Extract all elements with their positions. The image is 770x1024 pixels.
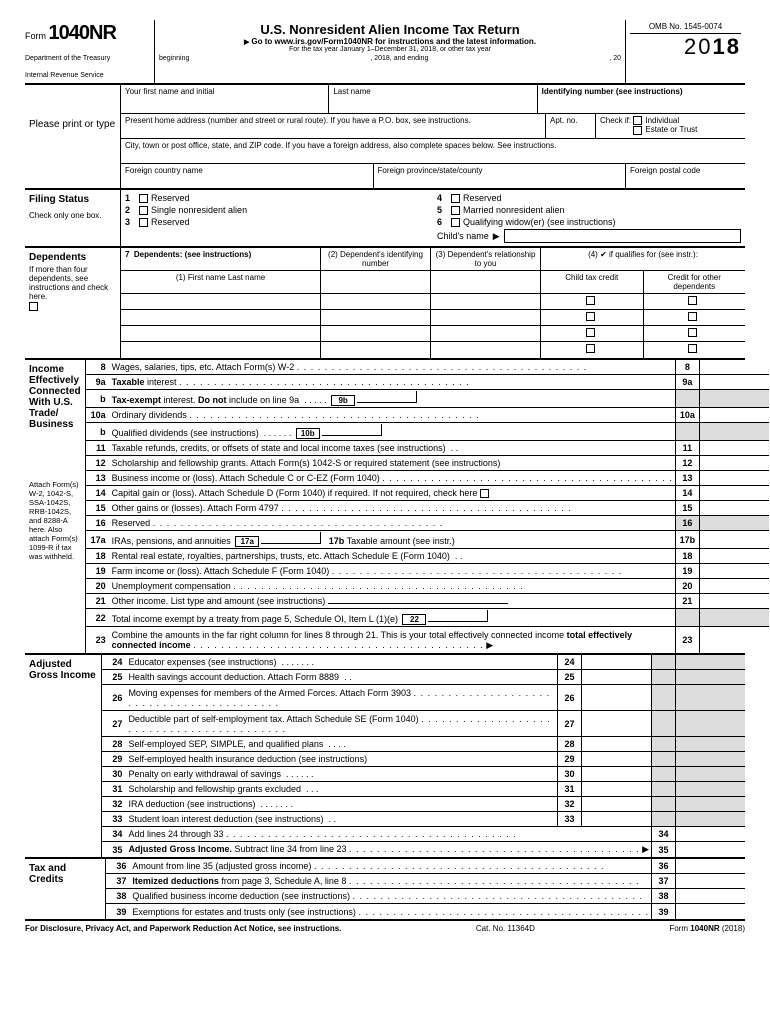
- line-28-amt[interactable]: [581, 737, 651, 751]
- line-26-amt[interactable]: [581, 685, 651, 710]
- id-number-field[interactable]: Identifying number (see instructions): [537, 85, 745, 113]
- catalog-number: Cat. No. 11364D: [476, 924, 535, 933]
- line-20-amt[interactable]: [699, 579, 769, 593]
- disclosure-text: For Disclosure, Privacy Act, and Paperwo…: [25, 924, 341, 933]
- line-33-amt[interactable]: [581, 812, 651, 826]
- beginning-label: beginning: [159, 55, 189, 62]
- dep-row-3[interactable]: [120, 326, 745, 342]
- print-type-label: Please print or type: [25, 85, 120, 188]
- form-title: U.S. Nonresident Alien Income Tax Return: [159, 22, 621, 37]
- line-27-amt[interactable]: [581, 711, 651, 736]
- foreign-province-field[interactable]: Foreign province/state/county: [373, 164, 626, 188]
- line-19-amt[interactable]: [699, 564, 769, 578]
- dept-line1: Department of the Treasury: [25, 55, 150, 62]
- line-24-amt[interactable]: [581, 655, 651, 669]
- filing-status-section: Filing Status Check only one box. 1Reser…: [25, 190, 745, 248]
- line-14-checkbox[interactable]: [480, 489, 489, 498]
- line-10a-amt[interactable]: [699, 408, 769, 422]
- income-attach: Attach Form(s) W-2, 1042-S, SSA-1042S, R…: [29, 480, 81, 561]
- omb-number: OMB No. 1545-0074: [630, 22, 741, 34]
- form-number: 1040NR: [49, 22, 116, 44]
- form-ref: Form 1040NR (2018): [669, 924, 745, 933]
- line-38-amt[interactable]: [675, 889, 745, 903]
- agi-title: Adjusted Gross Income: [29, 659, 96, 681]
- line-34-amt[interactable]: [675, 827, 745, 841]
- form-header: Form 1040NR Department of the Treasury I…: [25, 20, 745, 85]
- line-36-amt[interactable]: [675, 859, 745, 873]
- check-if-box: Check if: Individual Check if: Estate or…: [595, 114, 745, 138]
- tax-title: Tax and Credits: [29, 863, 66, 885]
- line-22-amt[interactable]: [428, 610, 488, 622]
- income-title: Income Effectively Connected With U.S. T…: [29, 364, 81, 430]
- line-9a-amt[interactable]: [699, 375, 769, 389]
- line-23-amt[interactable]: [699, 627, 769, 653]
- dependents-title: Dependents: [29, 252, 86, 263]
- apt-field[interactable]: Apt. no.: [545, 114, 595, 138]
- income-section: Income Effectively Connected With U.S. T…: [25, 360, 745, 655]
- dep-row-1[interactable]: [120, 294, 745, 310]
- fs-4-checkbox[interactable]: [451, 194, 460, 203]
- line-29-amt[interactable]: [581, 752, 651, 766]
- agi-section: Adjusted Gross Income 24Educator expense…: [25, 655, 745, 859]
- line-15-amt[interactable]: [699, 501, 769, 515]
- year-prefix: 20: [684, 34, 712, 59]
- dept-line2: Internal Revenue Service: [25, 72, 150, 79]
- line-8-amt[interactable]: [699, 360, 769, 374]
- line-9b-amt[interactable]: [357, 391, 417, 403]
- foreign-postal-field[interactable]: Foreign postal code: [625, 164, 745, 188]
- line-10b-amt[interactable]: [322, 424, 382, 436]
- line-21-amt[interactable]: [699, 594, 769, 608]
- estate-checkbox[interactable]: [633, 126, 642, 135]
- line-12-amt[interactable]: [699, 456, 769, 470]
- header-center: U.S. Nonresident Alien Income Tax Return…: [155, 20, 625, 83]
- line-18-amt[interactable]: [699, 549, 769, 563]
- line-11-amt[interactable]: [699, 441, 769, 455]
- line-37-amt[interactable]: [675, 874, 745, 888]
- child-name-field[interactable]: [504, 229, 741, 243]
- foreign-country-field[interactable]: Foreign country name: [120, 164, 373, 188]
- line-17b-amt[interactable]: [699, 531, 769, 548]
- line-30-amt[interactable]: [581, 767, 651, 781]
- dep-row-4[interactable]: [120, 342, 745, 358]
- line-14-amt[interactable]: [699, 486, 769, 500]
- filing-status-title: Filing Status: [29, 194, 89, 205]
- year-suffix: 18: [713, 34, 741, 59]
- line-35-amt[interactable]: [675, 842, 745, 857]
- ending2-label: , 20: [609, 55, 621, 62]
- header-right: OMB No. 1545-0074 2018: [625, 20, 745, 83]
- dep-row-2[interactable]: [120, 310, 745, 326]
- identity-section: Please print or type Your first name and…: [25, 85, 745, 190]
- fs-1-checkbox[interactable]: [139, 194, 148, 203]
- line-32-amt[interactable]: [581, 797, 651, 811]
- city-field[interactable]: City, town or post office, state, and ZI…: [120, 139, 745, 163]
- fs-3-checkbox[interactable]: [139, 218, 148, 227]
- year-line: For the tax year January 1–December 31, …: [159, 46, 621, 53]
- tax-credits-section: Tax and Credits 36Amount from line 35 (a…: [25, 859, 745, 921]
- last-name-field[interactable]: Last name: [328, 85, 536, 113]
- header-left: Form 1040NR Department of the Treasury I…: [25, 20, 155, 83]
- more-dependents-checkbox[interactable]: [29, 302, 38, 311]
- individual-checkbox[interactable]: [633, 116, 642, 125]
- fs-6-checkbox[interactable]: [451, 218, 460, 227]
- fs-2-checkbox[interactable]: [139, 206, 148, 215]
- first-name-field[interactable]: Your first name and initial: [120, 85, 328, 113]
- dependents-section: Dependents If more than four dependents,…: [25, 248, 745, 360]
- filing-status-sub: Check only one box.: [29, 211, 116, 220]
- goto-text: Go to www.irs.gov/Form1040NR for instruc…: [251, 37, 536, 46]
- line-17a-amt[interactable]: [261, 532, 321, 544]
- line-31-amt[interactable]: [581, 782, 651, 796]
- form-word: Form: [25, 31, 46, 41]
- address-field[interactable]: Present home address (number and street …: [120, 114, 545, 138]
- line-25-amt[interactable]: [581, 670, 651, 684]
- line-13-amt[interactable]: [699, 471, 769, 485]
- ending-label: , 2018, and ending: [370, 55, 428, 62]
- line-39-amt[interactable]: [675, 904, 745, 919]
- fs-5-checkbox[interactable]: [451, 206, 460, 215]
- dependents-sub: If more than four dependents, see instru…: [29, 265, 116, 301]
- page-footer: For Disclosure, Privacy Act, and Paperwo…: [25, 921, 745, 933]
